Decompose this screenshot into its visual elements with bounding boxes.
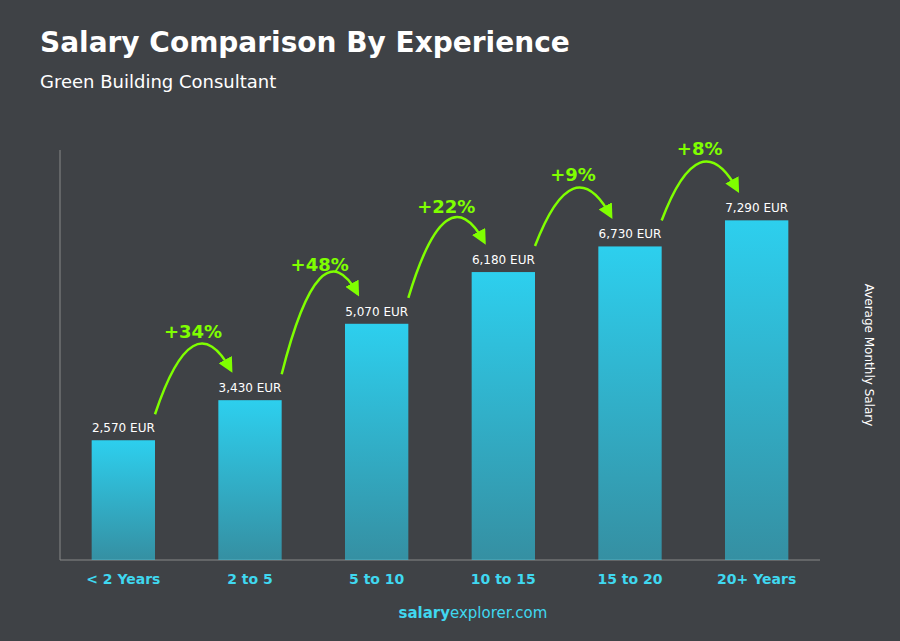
x-tick-label: 2 to 5 <box>227 571 273 587</box>
data-label: 3,430 EUR <box>219 381 282 395</box>
data-label: 6,730 EUR <box>599 227 662 241</box>
title: Salary Comparison By Experience <box>40 26 570 59</box>
x-tick-label: 10 to 15 <box>471 571 536 587</box>
x-tick-label: 5 to 10 <box>349 571 405 587</box>
bar <box>725 220 788 560</box>
y-axis-line <box>60 150 61 560</box>
watermark: salary <box>399 604 451 622</box>
change-label: +9% <box>550 164 596 185</box>
data-label: 6,180 EUR <box>472 253 535 267</box>
change-arrow <box>535 188 611 247</box>
change-arrow <box>662 162 738 221</box>
x-tick-label: 20+ Years <box>717 571 796 587</box>
bar <box>598 246 661 560</box>
x-tick-label: 15 to 20 <box>597 571 662 587</box>
chart: Salary Comparison By Experience Green Bui… <box>0 0 900 641</box>
change-arrow <box>408 217 484 298</box>
bar <box>472 272 535 560</box>
change-label: +22% <box>417 196 475 217</box>
change-label: +34% <box>164 321 222 342</box>
data-label: 7,290 EUR <box>725 201 788 215</box>
bar <box>218 400 281 560</box>
subtitle: Green Building Consultant <box>40 71 276 92</box>
x-axis-line <box>60 560 820 561</box>
bar <box>345 324 408 560</box>
y-label: Average Monthly Salary <box>862 284 876 427</box>
data-label: 5,070 EUR <box>345 305 408 319</box>
bars <box>92 220 789 560</box>
background <box>0 0 900 641</box>
change-label: +8% <box>677 138 723 159</box>
change-arrow <box>282 272 358 375</box>
data-label: 2,570 EUR <box>92 421 155 435</box>
watermark: explorer.com <box>450 604 547 622</box>
bar <box>92 440 155 560</box>
change-arrow <box>155 344 231 415</box>
change-label: +48% <box>291 254 349 275</box>
x-tick-label: < 2 Years <box>86 571 160 587</box>
